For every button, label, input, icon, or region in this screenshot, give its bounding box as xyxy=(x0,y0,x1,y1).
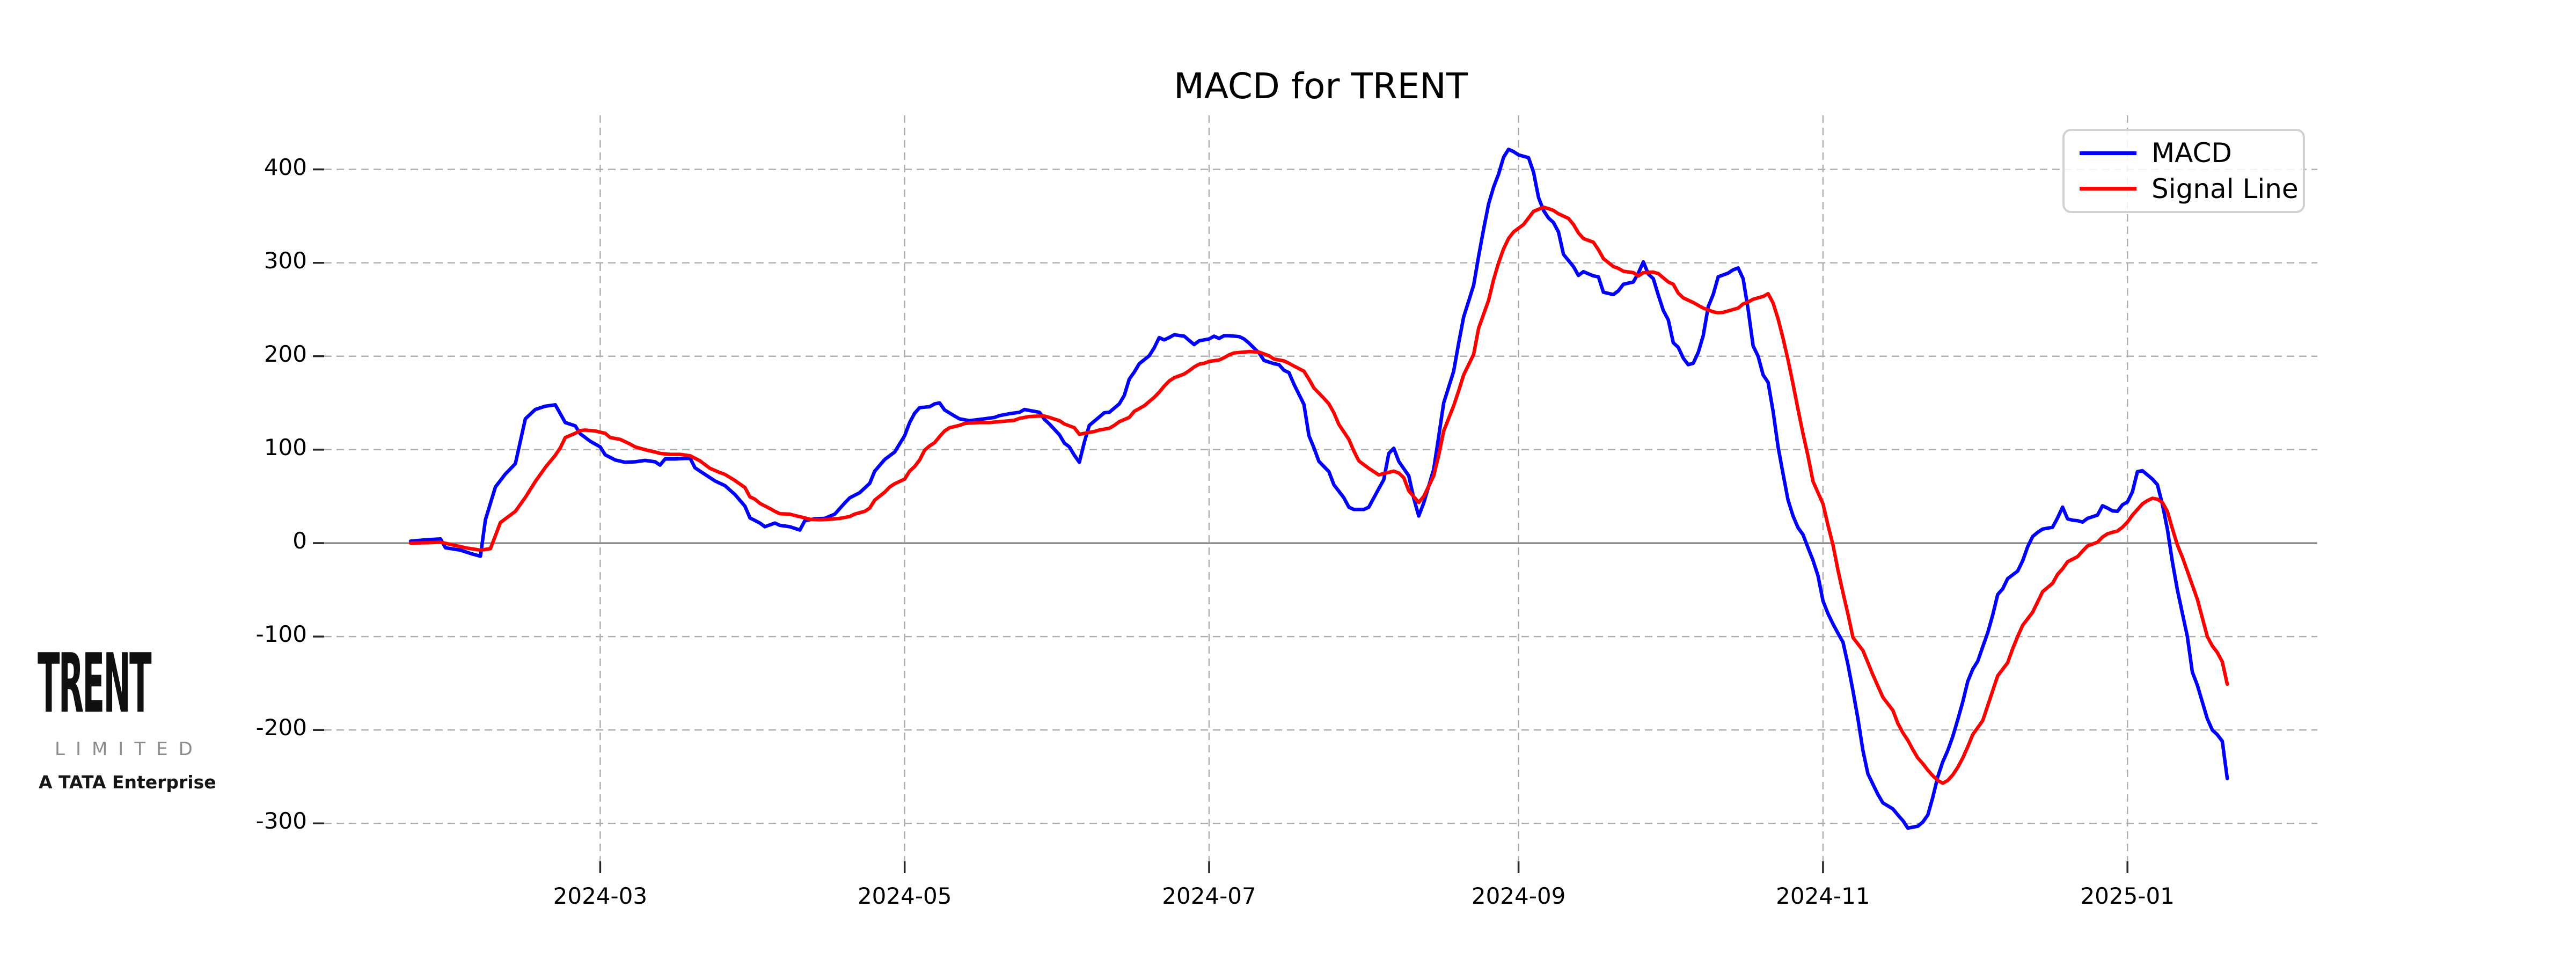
chart-title: MACD for TRENT xyxy=(1173,65,1468,107)
trent-logo-limited: LIMITED xyxy=(55,738,203,760)
legend: MACD Signal Line xyxy=(2062,129,2305,213)
axis-tick-marks xyxy=(313,168,2128,873)
trent-logo-tata-enterprise: A TATA Enterprise xyxy=(39,772,216,793)
y-tick-label: 400 xyxy=(264,153,307,180)
trent-logo: TRENT LIMITED A TATA Enterprise xyxy=(38,636,231,793)
y-tick-label: 0 xyxy=(292,528,307,554)
legend-item-macd: MACD xyxy=(2065,140,2303,166)
macd-line-sample xyxy=(2080,151,2136,155)
y-tick-label: 100 xyxy=(264,434,307,460)
y-tick-label: -100 xyxy=(255,621,307,648)
y-tick-label: -300 xyxy=(255,808,307,835)
data-series xyxy=(408,147,2229,830)
trent-logo-wordmark: TRENT xyxy=(38,636,152,731)
x-tick-label: 2024-07 xyxy=(1162,883,1256,909)
x-tick-label: 2024-03 xyxy=(553,883,648,909)
y-tick-label: 200 xyxy=(264,340,307,367)
x-tick-label: 2024-11 xyxy=(1776,883,1870,909)
y-tick-label: 300 xyxy=(264,247,307,274)
y-tick-label: -200 xyxy=(255,714,307,741)
x-tick-label: 2024-09 xyxy=(1471,883,1566,909)
signal-line-sample xyxy=(2080,187,2136,191)
x-tick-label: 2024-05 xyxy=(857,883,952,909)
legend-label-signal: Signal Line xyxy=(2151,173,2299,204)
gridlines xyxy=(324,115,2317,861)
legend-label-macd: MACD xyxy=(2151,137,2232,169)
x-tick-label: 2025-01 xyxy=(2080,883,2175,909)
legend-item-signal: Signal Line xyxy=(2065,175,2303,202)
